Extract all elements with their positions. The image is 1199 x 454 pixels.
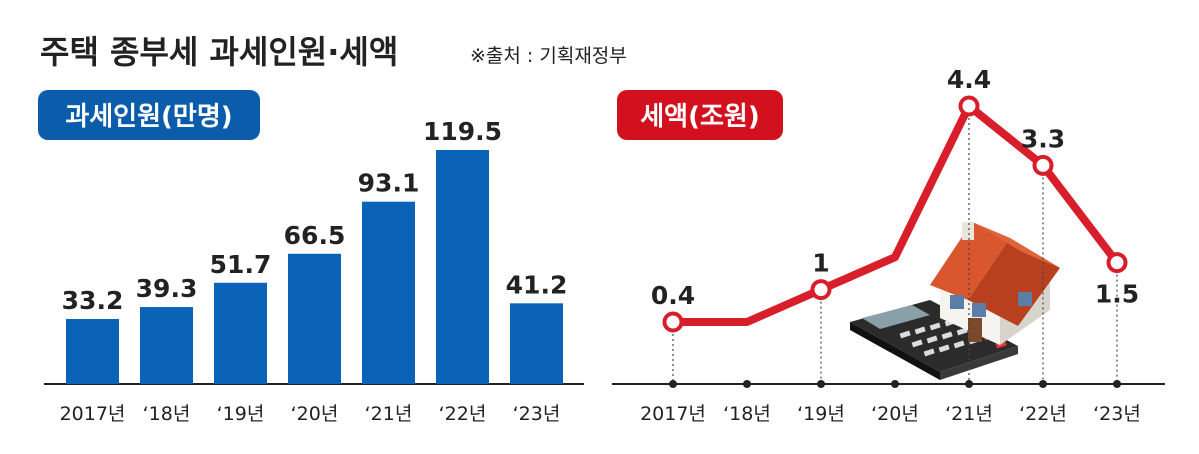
line-value-label-4: 4.4	[947, 65, 991, 94]
bar-6	[510, 303, 563, 384]
bar-value-label-6: 41.2	[506, 270, 568, 299]
bar-value-label-3: 66.5	[284, 221, 346, 250]
bar-category-label-6: ‘23년	[513, 403, 561, 425]
line-category-label-5: ‘22년	[1019, 403, 1067, 425]
line-chart-badge: 세액(조원)	[617, 90, 783, 140]
bar-value-label-4: 93.1	[358, 169, 420, 198]
bar-chart: 33.2 2017년 39.3 ‘18년 51.7 ‘19년 66.5 ‘20년 93.1 ‘21…	[44, 117, 584, 425]
bar-5	[436, 150, 489, 384]
line-point-4	[958, 95, 980, 117]
bar-1	[140, 307, 193, 384]
bar-chart-badge: 과세인원(만명)	[38, 90, 260, 140]
line-axis-tick-5	[1039, 380, 1047, 388]
line-axis-tick-4	[965, 380, 973, 388]
line-axis-tick-6	[1113, 380, 1121, 388]
line-axis-tick-2	[817, 380, 825, 388]
bar-category-label-2: ‘19년	[217, 403, 265, 425]
line-value-label-0: 0.4	[651, 281, 695, 310]
bar-value-label-1: 39.3	[136, 274, 198, 303]
line-chart-title: 세액(조원)	[640, 102, 759, 132]
bar-category-label-5: ‘22년	[439, 403, 487, 425]
line-category-label-4: ‘21년	[945, 403, 993, 425]
line-category-label-1: ‘18년	[723, 403, 771, 425]
line-category-label-6: ‘23년	[1093, 403, 1141, 425]
line-point-0	[662, 311, 684, 333]
bar-category-label-0: 2017년	[60, 403, 126, 425]
bar-4	[362, 201, 415, 384]
line-value-label-6: 1.5	[1095, 280, 1139, 309]
bar-category-label-3: ‘20년	[291, 403, 339, 425]
line-category-label-0: 2017년	[640, 403, 706, 425]
line-point-6	[1106, 252, 1128, 274]
line-point-5	[1032, 154, 1054, 176]
calculator-icon	[850, 300, 1018, 380]
bar-value-label-0: 33.2	[62, 286, 124, 315]
bar-value-label-2: 51.7	[210, 250, 272, 279]
source-note: ※출처 : 기획재정부	[470, 45, 627, 67]
house-icon	[930, 222, 1060, 345]
line-axis-tick-0	[669, 380, 677, 388]
bar-category-label-1: ‘18년	[143, 403, 191, 425]
house-and-calculator-icon	[850, 222, 1060, 380]
bar-2	[214, 282, 267, 384]
main-title: 주택 종부세 과세인원·세액	[40, 33, 398, 71]
bar-chart-title: 과세인원(만명)	[65, 102, 232, 132]
line-axis-tick-1	[743, 380, 751, 388]
bar-0	[66, 318, 119, 384]
line-point-2	[810, 279, 832, 301]
bar-3	[288, 253, 341, 384]
line-value-label-5: 3.3	[1021, 124, 1065, 153]
bar-value-label-5: 119.5	[423, 117, 502, 146]
line-category-label-3: ‘20년	[871, 403, 919, 425]
line-category-label-2: ‘19년	[797, 403, 845, 425]
bar-category-label-4: ‘21년	[365, 403, 413, 425]
line-value-label-2: 1	[812, 249, 829, 278]
line-axis-tick-3	[891, 380, 899, 388]
line-chart: 2017년 0.4 ‘18년 ‘19년 1 ‘20년 ‘21년 4.4 ‘22년 3.3 ‘23년 1…	[612, 65, 1165, 425]
